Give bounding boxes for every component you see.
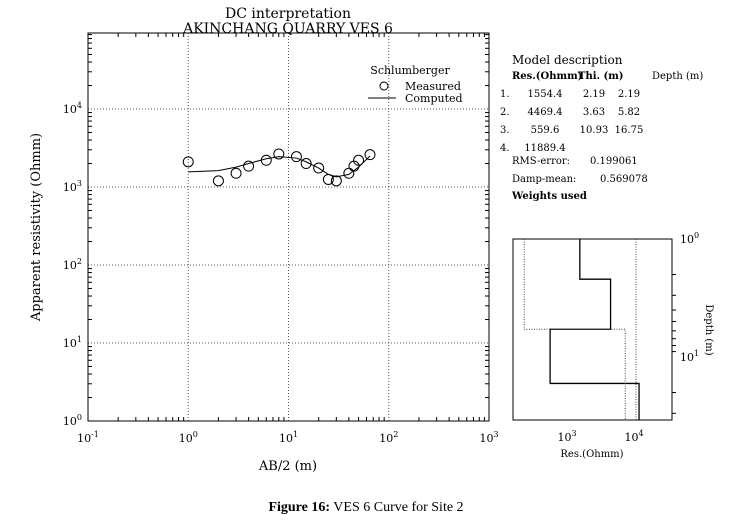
y-axis-label: Apparent resistivity (Ohmm)	[29, 133, 44, 322]
measured-point	[243, 160, 255, 172]
legend-measured-label: Measured	[405, 80, 461, 93]
measured-point	[364, 149, 376, 161]
figure-caption: Figure 16: VES 6 Curve for Site 2	[268, 500, 464, 515]
row-res: 1554.4	[528, 89, 563, 100]
measured-point	[322, 173, 334, 185]
rms-label: RMS-error:	[512, 156, 570, 167]
measured-point	[330, 175, 342, 187]
row-index: 4.	[500, 143, 510, 154]
row-depth: 16.75	[615, 125, 644, 136]
legend-title: Schlumberger	[370, 64, 450, 77]
plot-frame	[87, 32, 490, 422]
x-axis-label: AB/2 (m)	[258, 459, 317, 474]
measured-point	[212, 175, 224, 187]
res-axis-label: Res.(Ohmm)	[560, 449, 623, 460]
res-tick-label: 104	[624, 429, 643, 444]
chart-title: DC interpretation	[225, 6, 351, 22]
y-tick-label: 103	[63, 179, 82, 194]
computed-curve	[188, 155, 371, 178]
measured-point	[343, 167, 355, 179]
x-tick-label: 102	[379, 430, 398, 445]
y-tick-label: 101	[63, 335, 82, 350]
y-tick-label: 100	[63, 413, 82, 428]
chart-subtitle: AKINCHANG QUARRY VES 6	[182, 21, 393, 37]
row-depth: 5.82	[618, 107, 640, 118]
y-tick-label: 104	[63, 101, 82, 116]
model-title: Model description	[512, 53, 623, 67]
measured-point	[260, 154, 272, 166]
measured-point	[182, 156, 194, 168]
measured-point	[313, 162, 325, 174]
model-header: Res.(Ohmm)	[512, 71, 582, 82]
damp-value: 0.569078	[600, 174, 648, 185]
damp-label: Damp-mean:	[512, 174, 576, 185]
row-res: 559.6	[531, 125, 560, 136]
legend-measured-marker	[379, 81, 389, 91]
x-tick-label: 103	[479, 430, 498, 445]
rms-value: 0.199061	[590, 156, 638, 167]
model-frame	[512, 238, 673, 421]
model-header: Thi. (m)	[578, 71, 624, 82]
measured-point	[230, 167, 242, 179]
row-res: 4469.4	[528, 107, 563, 118]
y-tick-label: 102	[63, 257, 82, 272]
depth-axis-label: Depth (m)	[703, 304, 714, 355]
depth-tick-label: 101	[680, 349, 699, 364]
measured-point	[273, 148, 285, 160]
row-res: 11889.4	[524, 143, 565, 154]
measured-point	[353, 154, 365, 166]
row-index: 1.	[500, 89, 510, 100]
res-tick-label: 103	[557, 429, 576, 444]
legend-computed-label: Computed	[405, 92, 463, 105]
row-thickness: 2.19	[583, 89, 605, 100]
row-index: 2.	[500, 107, 510, 118]
measured-point	[300, 158, 312, 170]
model-header: Depth (m)	[652, 71, 703, 82]
x-tick-label: 101	[279, 430, 298, 445]
row-index: 3.	[500, 125, 510, 136]
x-tick-label: 100	[179, 430, 198, 445]
depth-tick-label: 100	[680, 231, 699, 246]
lower-bound-line	[523, 239, 626, 420]
measured-point	[290, 151, 302, 163]
weights-label: Weights used	[511, 191, 587, 202]
row-thickness: 10.93	[580, 125, 609, 136]
row-depth: 2.19	[618, 89, 640, 100]
x-tick-label: 10-1	[77, 430, 99, 445]
row-thickness: 3.63	[583, 107, 605, 118]
model-layer-line	[549, 239, 640, 420]
